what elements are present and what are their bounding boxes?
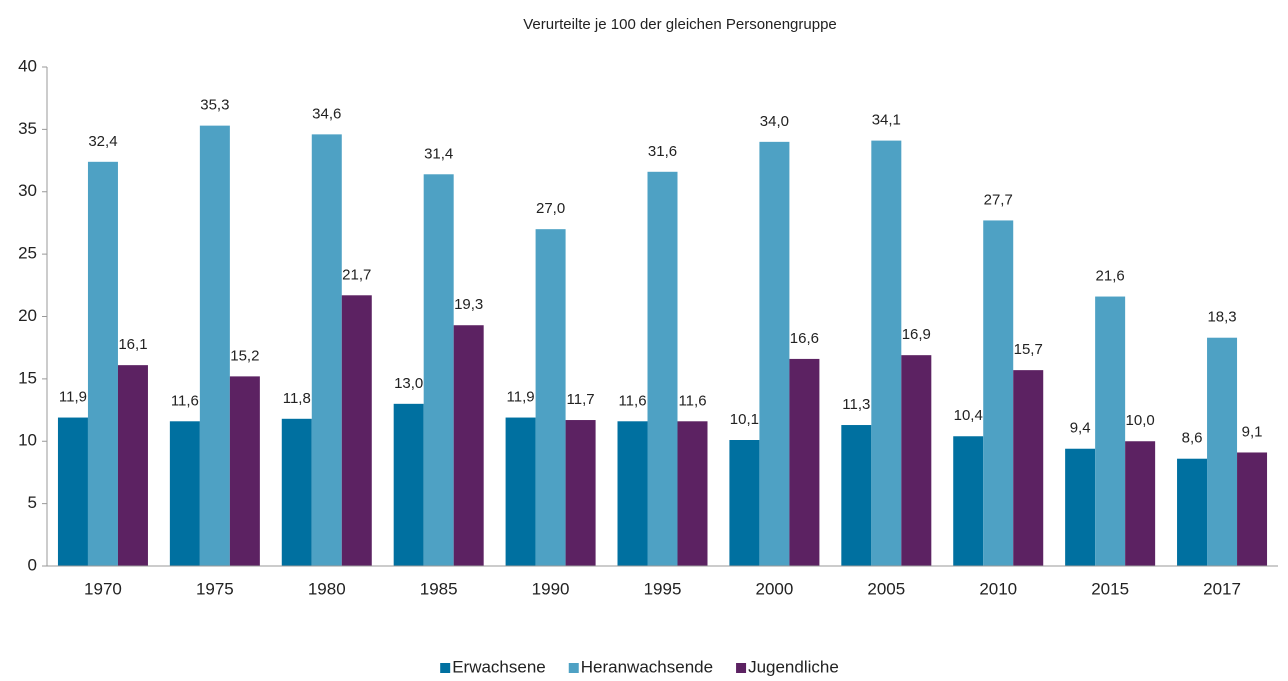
value-label: 27,7 <box>984 191 1013 208</box>
x-tick-label: 2010 <box>979 579 1017 598</box>
y-tick-label: 35 <box>18 119 37 138</box>
bar <box>57 417 88 566</box>
value-label: 11,9 <box>59 389 87 406</box>
bar <box>983 220 1014 566</box>
bar <box>341 295 372 566</box>
value-label: 13,0 <box>394 375 423 392</box>
y-tick-label: 40 <box>18 56 37 75</box>
value-label: 11,6 <box>618 392 646 409</box>
bar <box>453 325 484 566</box>
bar <box>565 420 596 566</box>
value-label: 11,8 <box>283 390 311 407</box>
value-label: 21,7 <box>342 266 371 283</box>
value-label: 9,1 <box>1242 423 1263 440</box>
bar <box>87 161 118 566</box>
value-label: 35,3 <box>200 97 229 114</box>
value-label: 11,6 <box>678 392 706 409</box>
bar <box>311 134 342 567</box>
bar <box>393 403 424 566</box>
bar <box>1095 296 1126 566</box>
y-tick-label: 5 <box>28 493 37 512</box>
x-tick-label: 2017 <box>1203 579 1241 598</box>
bar <box>789 358 820 566</box>
bar <box>1065 448 1096 566</box>
value-label: 32,4 <box>88 133 117 150</box>
value-label: 34,1 <box>872 112 901 129</box>
value-label: 34,0 <box>760 113 789 130</box>
bar <box>729 440 760 566</box>
x-tick-label: 1990 <box>532 579 570 598</box>
bar <box>901 355 932 566</box>
bar <box>505 417 536 566</box>
bar <box>1013 370 1044 566</box>
legend-swatch <box>568 663 579 673</box>
value-label: 31,6 <box>648 143 677 160</box>
y-tick-label: 25 <box>18 244 37 263</box>
bar <box>535 229 566 567</box>
value-label: 11,3 <box>842 396 870 413</box>
x-tick-label: 2005 <box>867 579 905 598</box>
bar <box>229 376 260 566</box>
bar <box>1207 337 1238 566</box>
bar <box>1125 441 1156 566</box>
x-tick-label: 1975 <box>196 579 234 598</box>
x-tick-label: 2000 <box>755 579 793 598</box>
value-label: 27,0 <box>536 200 565 217</box>
value-label: 16,9 <box>902 326 931 343</box>
bar <box>199 125 230 566</box>
value-label: 8,6 <box>1182 430 1203 447</box>
bar <box>617 421 648 566</box>
value-label: 10,0 <box>1126 412 1155 429</box>
legend-label: Heranwachsende <box>581 657 713 676</box>
value-label: 11,7 <box>567 391 595 408</box>
y-tick-label: 15 <box>18 368 37 387</box>
value-label: 34,6 <box>312 105 341 122</box>
x-tick-label: 1970 <box>84 579 122 598</box>
legend-label: Erwachsene <box>452 657 546 676</box>
x-tick-label: 1985 <box>420 579 458 598</box>
legend-swatch <box>736 663 747 673</box>
bar <box>759 141 790 566</box>
bar <box>677 421 708 566</box>
y-tick-label: 0 <box>28 555 37 574</box>
legend-swatch <box>440 663 451 673</box>
bar <box>423 174 454 566</box>
value-label: 18,3 <box>1207 309 1236 326</box>
value-label: 21,6 <box>1096 268 1125 285</box>
value-label: 31,4 <box>424 145 453 162</box>
value-label: 10,1 <box>730 411 759 428</box>
bar <box>1237 452 1268 566</box>
bar <box>953 436 984 566</box>
bar <box>169 421 200 566</box>
legend-label: Jugendliche <box>748 657 839 676</box>
y-tick-label: 10 <box>18 431 37 450</box>
value-label: 16,1 <box>118 336 147 353</box>
bar <box>1177 458 1208 566</box>
bar <box>841 425 872 566</box>
value-label: 19,3 <box>454 296 483 313</box>
y-tick-label: 30 <box>18 181 37 200</box>
value-label: 15,7 <box>1014 341 1043 358</box>
value-label: 16,6 <box>790 330 819 347</box>
value-label: 9,4 <box>1070 420 1091 437</box>
chart-title: Verurteilte je 100 der gleichen Personen… <box>523 16 837 33</box>
bar <box>871 140 902 567</box>
value-label: 10,4 <box>954 407 983 424</box>
value-label: 11,9 <box>507 389 535 406</box>
bar <box>647 171 678 567</box>
bar <box>117 365 148 566</box>
bar <box>281 418 312 566</box>
x-tick-label: 2015 <box>1091 579 1129 598</box>
value-label: 15,2 <box>230 347 259 364</box>
y-tick-label: 20 <box>18 306 37 325</box>
value-label: 11,6 <box>171 392 199 409</box>
x-tick-label: 1980 <box>308 579 346 598</box>
x-tick-label: 1995 <box>644 579 682 598</box>
